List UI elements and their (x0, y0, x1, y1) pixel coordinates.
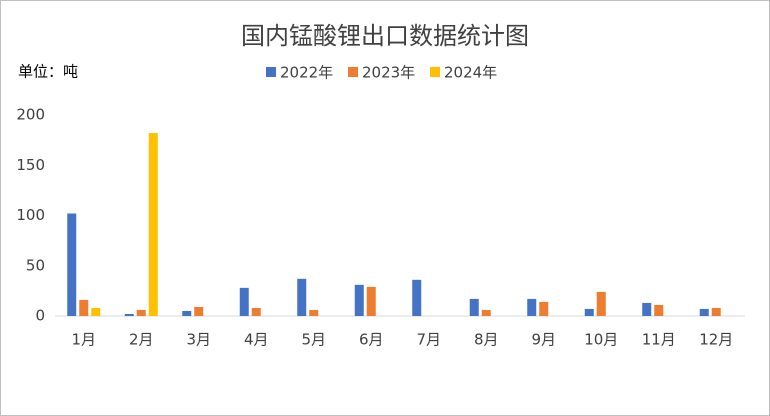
y-tick-label: 150 (16, 156, 45, 174)
x-tick-label: 6月 (359, 331, 384, 349)
y-tick-label: 200 (16, 106, 45, 124)
bar (251, 307, 261, 316)
x-tick-label: 8月 (474, 331, 499, 349)
bar (711, 307, 721, 316)
legend-swatch (266, 67, 276, 77)
bar (539, 301, 549, 316)
bar (194, 306, 204, 316)
legend-label: 2024年 (444, 64, 497, 82)
bar (366, 286, 376, 316)
x-tick-label: 11月 (642, 331, 676, 349)
bar (79, 299, 89, 316)
x-tick-label: 4月 (244, 331, 269, 349)
legend-label: 2022年 (280, 64, 333, 82)
legend-swatch (348, 67, 358, 77)
x-tick-label: 5月 (301, 331, 326, 349)
y-tick-label: 100 (16, 206, 45, 224)
bar (309, 309, 319, 316)
x-tick-label: 3月 (186, 331, 211, 349)
y-tick-label: 50 (26, 256, 45, 274)
bar (469, 298, 479, 316)
bar (297, 278, 307, 316)
x-tick-label: 9月 (531, 331, 556, 349)
x-tick-label: 12月 (699, 331, 733, 349)
x-tick-label: 2月 (129, 331, 154, 349)
bar (136, 309, 146, 316)
bar (642, 302, 652, 316)
bar (481, 309, 491, 316)
x-tick-label: 1月 (71, 331, 96, 349)
bar (584, 308, 594, 316)
legend-label: 2023年 (362, 64, 415, 82)
bar (67, 213, 77, 316)
unit-label: 单位：吨 (18, 63, 78, 81)
bar (596, 291, 606, 316)
bar (124, 313, 134, 316)
bar (699, 308, 709, 316)
bar (182, 310, 192, 316)
y-tick-label: 0 (35, 307, 45, 325)
bar (654, 304, 664, 316)
bar (148, 133, 158, 316)
bar (354, 284, 364, 316)
bar (527, 298, 537, 316)
bar (91, 307, 101, 316)
bar (412, 279, 422, 316)
x-tick-label: 10月 (584, 331, 618, 349)
bar (239, 287, 249, 316)
chart-title: 国内锰酸锂出口数据统计图 (241, 22, 529, 50)
legend-swatch (430, 67, 440, 77)
x-tick-label: 7月 (416, 331, 441, 349)
